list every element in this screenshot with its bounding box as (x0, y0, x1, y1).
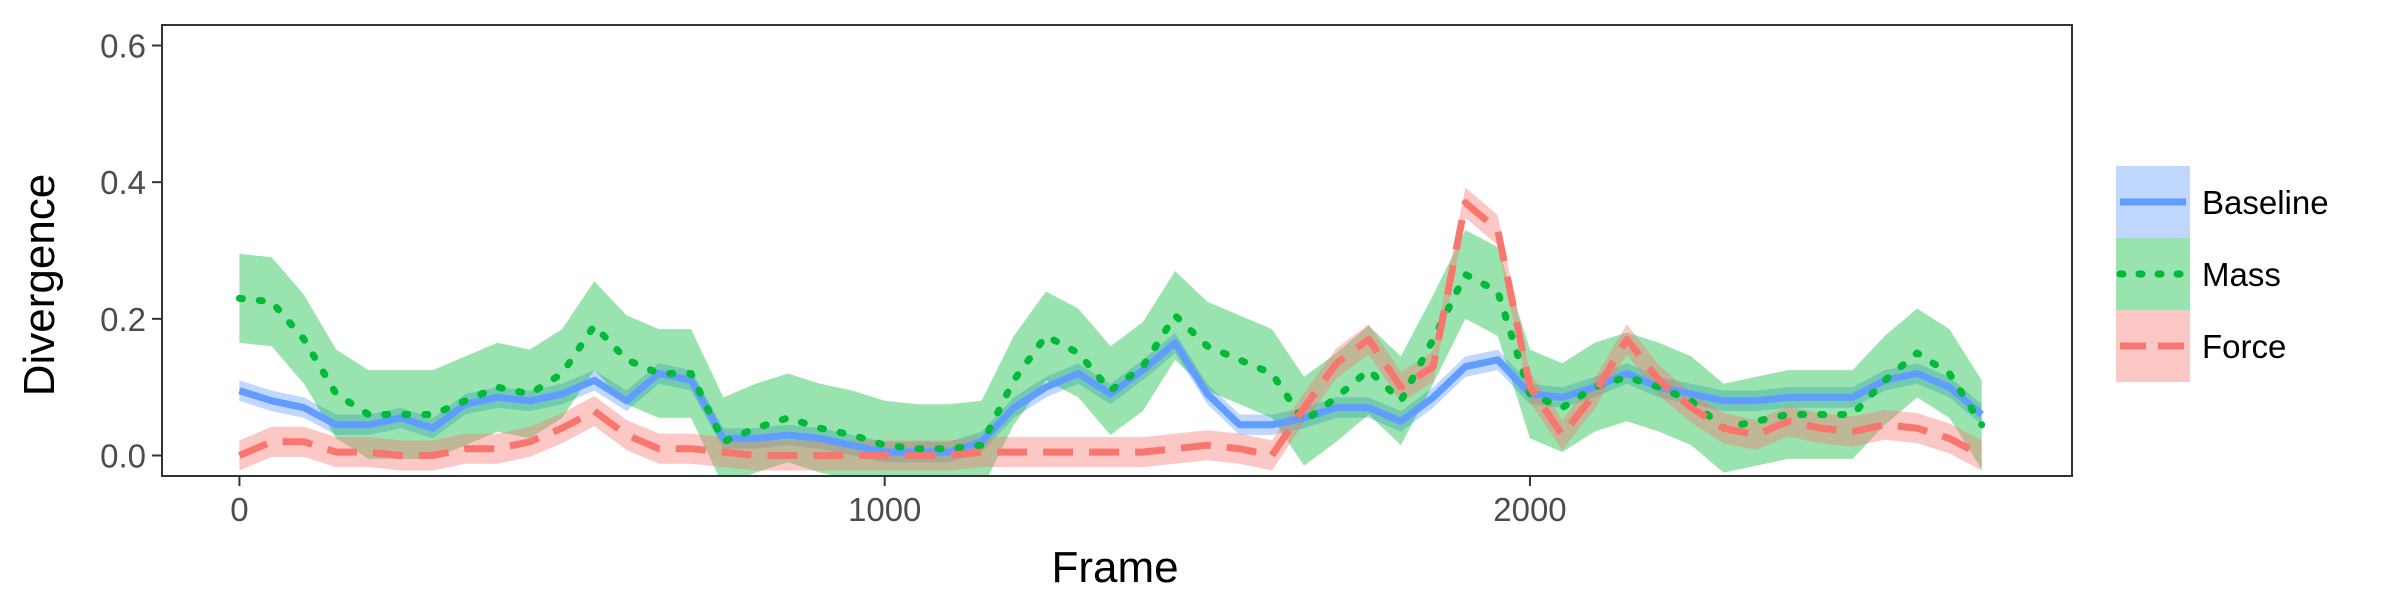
y-axis-title: Divergence (15, 174, 64, 397)
confidence-bands (239, 187, 1982, 476)
legend-label: Force (2202, 328, 2286, 365)
y-tick-label: 0.4 (100, 164, 146, 201)
legend-label: Baseline (2202, 184, 2329, 221)
series-lines (235, 199, 1986, 459)
y-tick-label: 0.0 (100, 438, 146, 475)
plot-area (235, 187, 1986, 476)
series-line-mass (235, 270, 1986, 453)
y-tick-label: 0.6 (100, 28, 146, 65)
x-tick-label: 0 (230, 491, 248, 528)
x-tick-label: 1000 (848, 491, 921, 528)
legend: Baseline Mass Force (2116, 166, 2329, 382)
x-tick-label: 2000 (1493, 491, 1566, 528)
series-line-force (238, 199, 1984, 459)
legend-item-baseline: Baseline (2116, 166, 2329, 238)
legend-item-force: Force (2116, 310, 2286, 382)
y-tick-label: 0.2 (100, 301, 146, 338)
axes: 0 1000 2000 0.0 0.2 0.4 0.6 (100, 24, 2073, 528)
legend-item-mass: Mass (2116, 238, 2281, 310)
x-axis-title: Frame (1051, 543, 1178, 592)
legend-label: Mass (2202, 256, 2281, 293)
series-line-baseline (238, 339, 1984, 456)
plot-border (161, 24, 2073, 477)
